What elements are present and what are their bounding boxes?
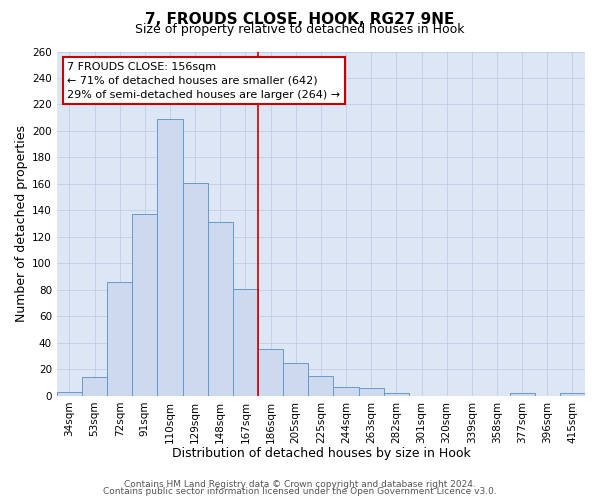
Bar xyxy=(258,350,283,396)
Bar xyxy=(82,378,107,396)
Text: 7 FROUDS CLOSE: 156sqm
← 71% of detached houses are smaller (642)
29% of semi-de: 7 FROUDS CLOSE: 156sqm ← 71% of detached… xyxy=(67,62,340,100)
Bar xyxy=(560,393,585,396)
Bar xyxy=(283,362,308,396)
Bar xyxy=(57,392,82,396)
Bar xyxy=(107,282,132,396)
Bar xyxy=(132,214,157,396)
Bar xyxy=(308,376,334,396)
Bar xyxy=(359,388,384,396)
Bar xyxy=(208,222,233,396)
Bar xyxy=(182,182,208,396)
Bar xyxy=(509,393,535,396)
Bar xyxy=(334,386,359,396)
X-axis label: Distribution of detached houses by size in Hook: Distribution of detached houses by size … xyxy=(172,447,470,460)
Text: Size of property relative to detached houses in Hook: Size of property relative to detached ho… xyxy=(135,22,465,36)
Bar xyxy=(157,119,182,396)
Bar xyxy=(384,393,409,396)
Y-axis label: Number of detached properties: Number of detached properties xyxy=(15,125,28,322)
Text: Contains HM Land Registry data © Crown copyright and database right 2024.: Contains HM Land Registry data © Crown c… xyxy=(124,480,476,489)
Text: 7, FROUDS CLOSE, HOOK, RG27 9NE: 7, FROUDS CLOSE, HOOK, RG27 9NE xyxy=(145,12,455,28)
Text: Contains public sector information licensed under the Open Government Licence v3: Contains public sector information licen… xyxy=(103,487,497,496)
Bar xyxy=(233,288,258,396)
